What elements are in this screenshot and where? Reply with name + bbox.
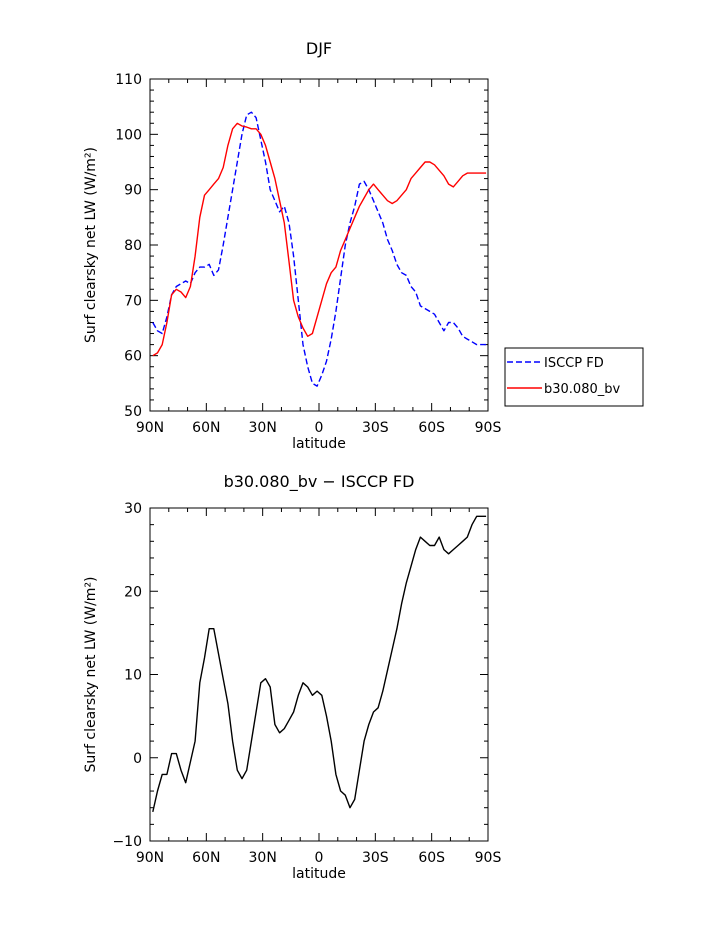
y-tick-label: 0 (133, 751, 142, 767)
chart-title: b30.080_bv − ISCCP FD (224, 472, 415, 492)
chart-panel-2: b30.080_bv − ISCCP FD 90N 60N 30N 0 30S 60S 90S… (83, 472, 501, 882)
x-tick-label: 60S (418, 850, 445, 866)
x-tick-label: 60N (192, 850, 220, 866)
legend-label: b30.080_bv (544, 382, 620, 397)
x-tick-label: 60N (192, 420, 220, 436)
x-tick-label: 0 (315, 420, 324, 436)
x-tick-label: 30S (362, 850, 389, 866)
chart-panel-1: DJF 90N 60N 30N 0 30S 60S 90S 50 60 70 80 90 100 110 la… (83, 39, 644, 452)
chart-title: DJF (306, 39, 332, 58)
x-tick-label: 90N (136, 850, 164, 866)
y-tick-label: 60 (124, 349, 142, 365)
x-tick-label: 30S (362, 420, 389, 436)
x-tick-label: 0 (315, 850, 324, 866)
y-tick-label: 100 (115, 127, 142, 143)
y-axis-title: Surf clearsky net LW (W/m²) (83, 147, 99, 343)
x-tick-label: 90S (475, 850, 502, 866)
legend-box (504, 347, 644, 407)
plot-frame (149, 78, 489, 412)
y-tick-label: −10 (112, 834, 142, 850)
y-axis-title: Surf clearsky net LW (W/m²) (83, 576, 99, 772)
y-tick-label: 90 (124, 183, 142, 199)
y-tick-label: 80 (124, 238, 142, 254)
series-line-b30-080-bv (152, 122, 487, 357)
y-tick-label: 50 (124, 404, 142, 420)
series-line-difference (152, 515, 487, 813)
y-tick-label: 20 (124, 584, 142, 600)
y-tick-label: 10 (124, 668, 142, 684)
x-axis-title: latitude (292, 436, 346, 452)
y-tick-label: 70 (124, 293, 142, 309)
x-tick-label: 90S (475, 420, 502, 436)
legend-label: ISCCP FD (544, 356, 604, 371)
x-tick-label: 60S (418, 420, 445, 436)
y-tick-label: 30 (124, 501, 142, 517)
x-tick-label: 30N (249, 850, 277, 866)
series-line-isccp-fd (152, 111, 487, 387)
x-axis-title: latitude (292, 866, 346, 882)
x-tick-label: 90N (136, 420, 164, 436)
x-tick-label: 30N (249, 420, 277, 436)
y-tick-label: 110 (115, 72, 142, 88)
legend: ISCCP FD b30.080_bv (504, 347, 644, 407)
